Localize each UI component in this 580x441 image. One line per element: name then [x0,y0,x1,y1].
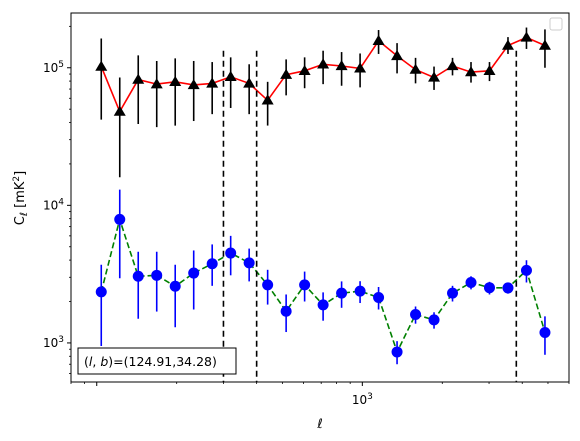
series-layer [95,27,551,365]
data-point [95,286,107,298]
data-point [372,34,385,45]
data-point [243,257,255,269]
data-point [446,59,459,71]
data-point [169,280,181,292]
data-point [538,39,551,50]
y-tick-label: 103 [43,335,64,350]
y-tick-label: 105 [43,60,64,75]
data-point [410,308,422,320]
annotation-l: l [89,354,93,369]
plot-frame [70,12,570,383]
data-point [298,64,311,76]
data-point [354,62,367,73]
data-point [465,276,477,288]
series-line [100,216,546,354]
data-point [317,58,330,69]
data-point [169,75,182,87]
data-point [391,49,404,61]
data-point [132,270,144,282]
data-point [483,282,495,294]
data-point [206,258,218,270]
data-point [317,299,329,311]
data-point [262,279,274,291]
x-axis-label: ℓ [316,417,322,432]
annotation-value: =(124.91,34.28) [113,354,217,369]
x-tick-label: 103 [352,392,373,407]
data-point [520,264,532,276]
data-point [502,282,514,294]
data-point [280,305,292,317]
annotation-b: b [100,354,108,369]
data-point [336,287,348,299]
data-point [409,63,422,74]
data-point [151,269,163,281]
data-point [520,31,533,42]
data-point [335,59,348,71]
data-point [428,314,440,326]
tick-layer: 103 104 105 103 [43,25,570,407]
legend-box [549,17,563,31]
data-point [188,267,200,279]
annotation-box: (l, b)=(124.91,34.28) [77,347,237,375]
data-point [187,78,200,90]
data-point [224,70,237,81]
data-point [501,39,514,50]
data-point [465,66,478,77]
data-point [132,73,145,84]
data-point [95,60,108,71]
data-point [206,77,219,88]
data-point [447,287,459,299]
data-point [243,77,256,88]
data-point [373,291,385,303]
data-point [391,346,403,358]
vertical-lines [222,50,518,382]
data-point [483,64,496,76]
data-point [114,213,126,225]
data-point [354,285,366,297]
data-point [428,71,441,82]
svg-text:(l, b)=(124.91,34.28): (l, b)=(124.91,34.28) [84,354,217,369]
data-point [150,78,163,89]
data-point [299,279,311,291]
y-tick-label: 104 [43,197,64,212]
data-point [225,247,237,259]
data-point [113,105,126,116]
data-point [280,68,293,79]
data-point [261,94,274,105]
data-point [539,327,551,339]
y-axis-label: Cℓ [mK2] [12,171,30,225]
